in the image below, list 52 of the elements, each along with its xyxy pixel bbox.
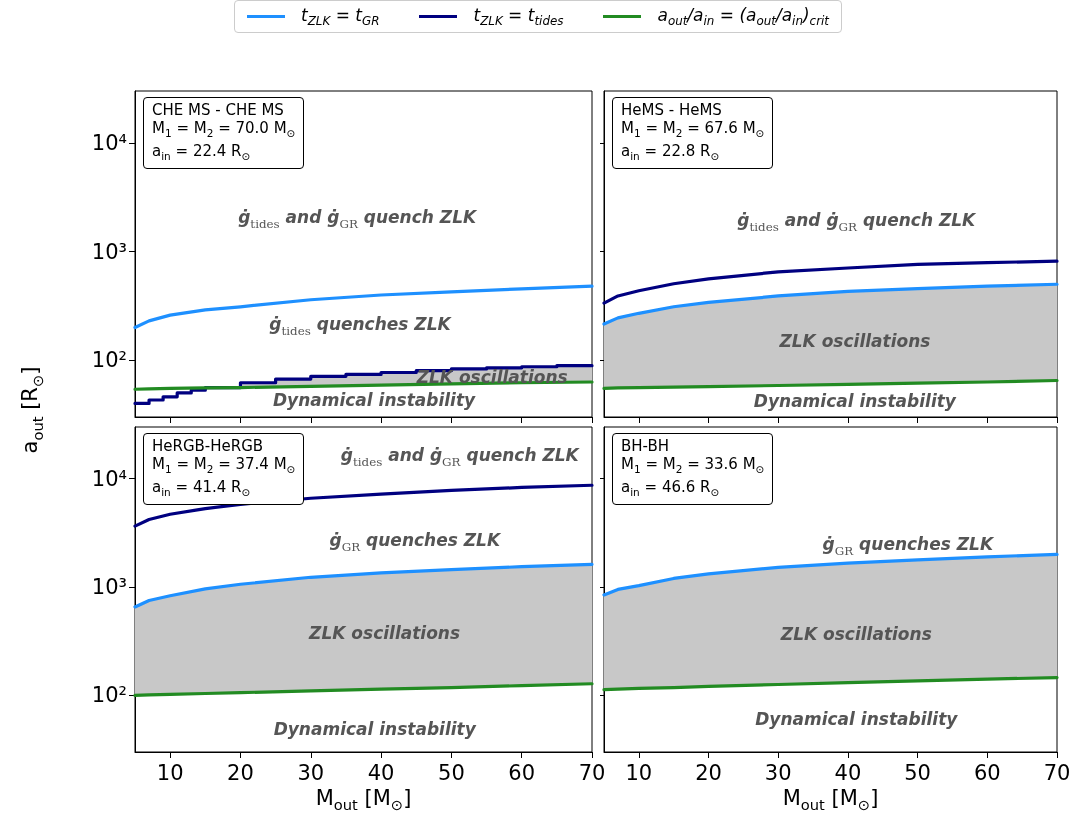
annotation: ġ$_{tides}$ quenches ZLK xyxy=(269,314,451,338)
x-tick-label: 50 xyxy=(438,760,465,785)
y-tick-label: 10² xyxy=(91,683,127,708)
x-tick-label: 30 xyxy=(764,760,792,785)
legend-label: t$_{ZLK}$ = t$_{tides}$ xyxy=(473,5,564,29)
annotation: Dynamical instability xyxy=(755,709,958,730)
x-tick-label: 50 xyxy=(904,760,931,785)
annotation: HeRGB-HeRGB xyxy=(152,437,265,455)
y-tick-label: 10⁴ xyxy=(91,130,127,155)
x-tick-label: 10 xyxy=(156,760,184,785)
y-tick-label: 10³ xyxy=(91,239,127,264)
annotation: ġ$_{GR}$ quenches ZLK xyxy=(822,534,994,558)
annotation: M$_{1}$ = M$_{2}$ = 70.0 M$_{⊙}$ xyxy=(152,119,296,141)
annotation: HeMS - HeMS xyxy=(621,101,723,119)
annotation: ZLK oscillations xyxy=(780,624,932,645)
annotation: Dynamical instability xyxy=(273,718,476,739)
annotation: a$_{in}$ = 22.8 R$_{⊙}$ xyxy=(621,142,721,164)
x-tick-label: 60 xyxy=(508,760,536,785)
annotation: CHE MS - CHE MS xyxy=(152,101,285,119)
annotation: ġ$_{tides}$ and ġ$_{GR}$ quench ZLK xyxy=(737,210,976,234)
annotation: Dynamical instability xyxy=(753,391,956,412)
annotation: a$_{in}$ = 22.4 R$_{⊙}$ xyxy=(152,142,252,164)
line-series xyxy=(133,682,594,697)
x-axis-title: M$_{out}$ [M$_{⊙}$] xyxy=(315,786,412,814)
annotation: BH-BH xyxy=(621,437,671,455)
x-tick-label: 20 xyxy=(227,760,254,785)
annotation: M$_{1}$ = M$_{2}$ = 37.4 M$_{⊙}$ xyxy=(152,455,296,477)
annotation: a$_{in}$ = 41.4 R$_{⊙}$ xyxy=(152,478,252,500)
annotation: Dynamical instability xyxy=(272,390,476,410)
annotation: ġ$_{tides}$ and ġ$_{GR}$ quench ZLK xyxy=(340,444,579,469)
x-tick-label: 70 xyxy=(578,760,606,785)
line-series xyxy=(133,562,594,609)
x-tick-label: 10 xyxy=(625,760,653,785)
y-tick-label: 10² xyxy=(91,348,127,373)
x-tick-label: 20 xyxy=(695,760,722,785)
annotation: ġ$_{GR}$ quenches ZLK xyxy=(329,530,501,554)
x-axis-title: M$_{out}$ [M$_{⊙}$] xyxy=(782,786,879,814)
x-tick-label: 60 xyxy=(973,760,1001,785)
annotation: ZLK oscillations xyxy=(779,331,931,352)
y-tick-label: 10³ xyxy=(91,575,127,600)
annotation: a$_{in}$ = 46.6 R$_{⊙}$ xyxy=(621,478,721,500)
annotation: M$_{1}$ = M$_{2}$ = 33.6 M$_{⊙}$ xyxy=(621,455,765,477)
y-tick-label: 10⁴ xyxy=(91,466,127,491)
x-tick-label: 40 xyxy=(834,760,862,785)
x-tick-label: 70 xyxy=(1043,760,1071,785)
legend-label: t$_{ZLK}$ = t$_{GR}$ xyxy=(301,5,380,29)
annotation: ZLK oscillations xyxy=(309,623,461,644)
x-tick-label: 30 xyxy=(297,760,325,785)
x-tick-label: 40 xyxy=(367,760,395,785)
annotation: M$_{1}$ = M$_{2}$ = 67.6 M$_{⊙}$ xyxy=(621,119,765,141)
annotation: ġ$_{tides}$ and ġ$_{GR}$ quench ZLK xyxy=(238,207,477,231)
text: a$_{out}$/a$_{in}$ = (a$_{out}$/a$_{in}$)$_{crit}$ xyxy=(657,5,829,29)
